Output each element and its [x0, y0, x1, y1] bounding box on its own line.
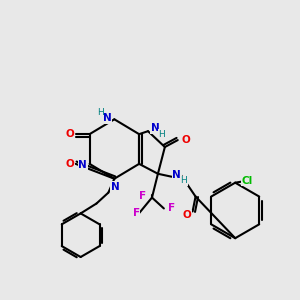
Text: F: F — [139, 190, 145, 201]
Text: N: N — [172, 170, 181, 180]
Text: N: N — [78, 160, 87, 170]
Text: F: F — [168, 203, 175, 214]
Text: N: N — [151, 123, 159, 133]
Text: N: N — [111, 182, 120, 192]
Text: O: O — [181, 135, 190, 145]
Text: O: O — [182, 210, 191, 220]
Text: O: O — [65, 129, 74, 139]
Text: Cl: Cl — [242, 176, 253, 186]
Text: F: F — [133, 208, 140, 218]
Text: N: N — [103, 113, 112, 123]
Text: H: H — [158, 130, 165, 139]
Text: O: O — [65, 159, 74, 169]
Text: H: H — [180, 176, 187, 185]
Text: H: H — [97, 108, 104, 117]
